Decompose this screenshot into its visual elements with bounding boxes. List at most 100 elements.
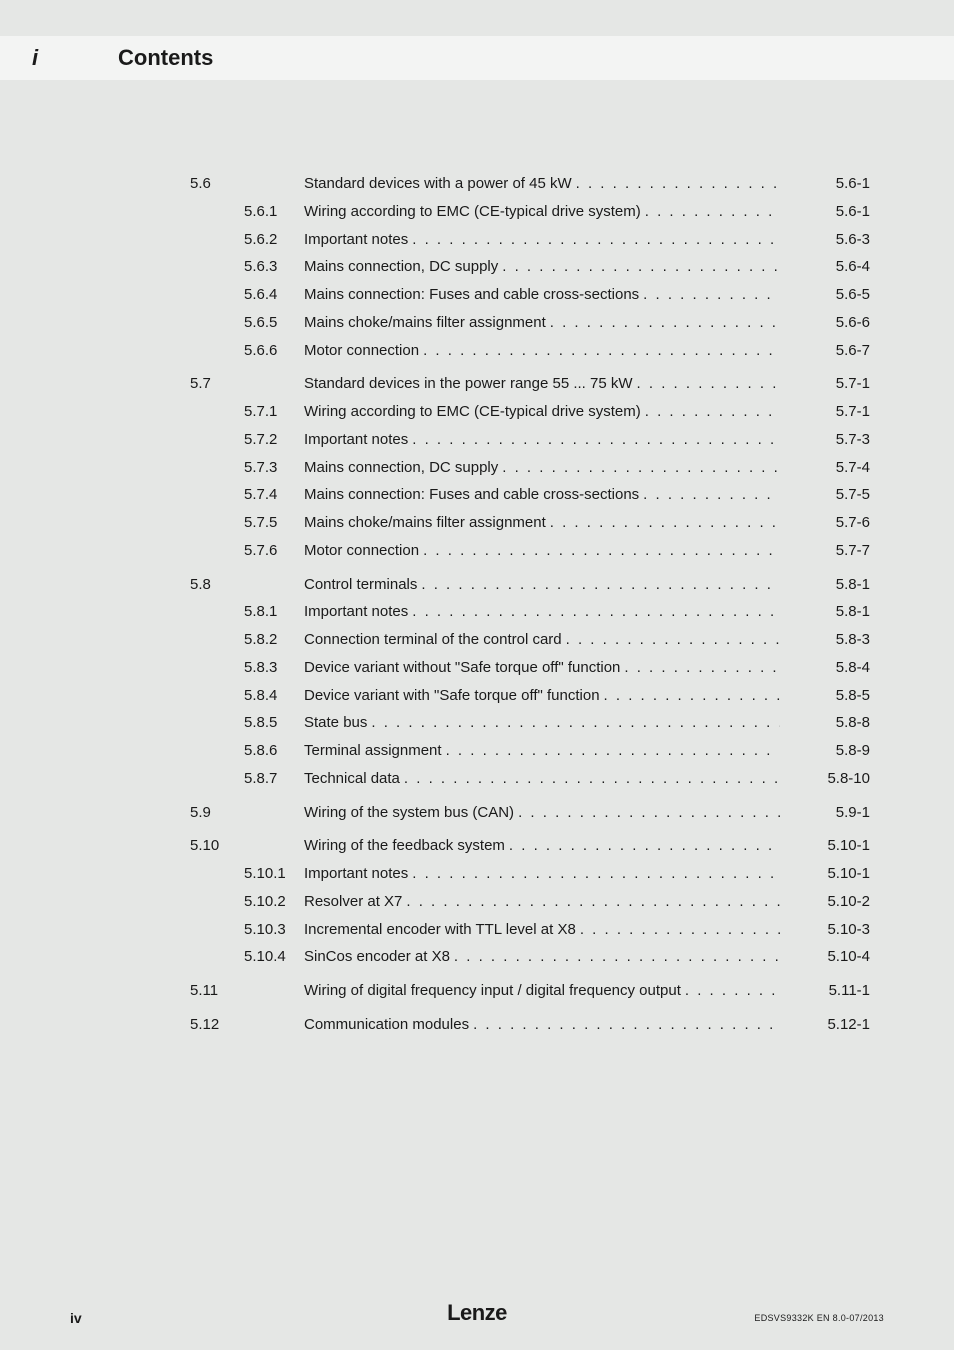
- toc-page-ref: 5.8-9: [780, 737, 870, 765]
- toc-row: 5.7.4Mains connection: Fuses and cable c…: [190, 481, 870, 509]
- toc-entry-title: Mains connection, DC supply: [304, 454, 498, 482]
- toc-page-ref: 5.7-6: [780, 509, 870, 537]
- leader-dots: [408, 226, 780, 254]
- toc-section-number: 5.12: [190, 1011, 244, 1039]
- leader-dots: [546, 509, 780, 537]
- toc-subsection-number: 5.10.1: [244, 860, 304, 888]
- footer-page-number: iv: [70, 1310, 82, 1326]
- toc-entry-title: Mains connection, DC supply: [304, 253, 498, 281]
- toc-section-number: 5.11: [190, 977, 244, 1005]
- toc-entry-title: Wiring according to EMC (CE-typical driv…: [304, 198, 641, 226]
- leader-dots: [469, 1011, 780, 1039]
- toc-row: 5.7 Standard devices in the power range 5…: [190, 370, 870, 398]
- toc-row: 5.8.7Technical data 5.8-10: [190, 765, 870, 793]
- toc-entry-title: Important notes: [304, 226, 408, 254]
- leader-dots: [639, 281, 780, 309]
- toc-row: 5.8.4Device variant with "Safe torque of…: [190, 682, 870, 710]
- leader-dots: [633, 370, 780, 398]
- leader-dots: [402, 888, 780, 916]
- toc-subsection-number: 5.8.7: [244, 765, 304, 793]
- leader-dots: [620, 654, 780, 682]
- leader-dots: [600, 682, 780, 710]
- leader-dots: [562, 626, 780, 654]
- toc-page-ref: 5.8-1: [780, 571, 870, 599]
- toc-entry-title: Mains choke/mains filter assignment: [304, 509, 546, 537]
- toc-page-ref: 5.7-1: [780, 398, 870, 426]
- toc-entry-title: Motor connection: [304, 337, 419, 365]
- leader-dots: [367, 709, 780, 737]
- leader-dots: [514, 799, 780, 827]
- page: i Contents 5.6Standard devices with a po…: [0, 0, 954, 1350]
- leader-dots: [408, 598, 780, 626]
- leader-dots: [408, 426, 780, 454]
- toc-subsection-number: 5.10.2: [244, 888, 304, 916]
- toc-subsection-number: 5.7.6: [244, 537, 304, 565]
- toc-page-ref: 5.8-5: [780, 682, 870, 710]
- footer-brand: Lenze: [447, 1300, 507, 1326]
- toc-entry-title: Wiring of the feedback system: [304, 832, 505, 860]
- toc-row: 5.12Communication modules 5.12-1: [190, 1011, 870, 1039]
- toc-entry-title: Wiring of digital frequency input / digi…: [304, 977, 681, 1005]
- leader-dots: [442, 737, 780, 765]
- leader-dots: [450, 943, 780, 971]
- toc-row: 5.11 Wiring of digital frequency input / …: [190, 977, 870, 1005]
- toc-subsection-number: 5.7.2: [244, 426, 304, 454]
- toc-entry-title: Standard devices in the power range 55 .…: [304, 370, 633, 398]
- toc-section-number: 5.10: [190, 832, 244, 860]
- toc-subsection-number: 5.6.6: [244, 337, 304, 365]
- leader-dots: [419, 337, 780, 365]
- leader-dots: [576, 916, 780, 944]
- toc-page-ref: 5.10-4: [780, 943, 870, 971]
- toc-row: 5.8.3Device variant without "Safe torque…: [190, 654, 870, 682]
- toc-entry-title: Incremental encoder with TTL level at X8: [304, 916, 576, 944]
- toc-subsection-number: 5.8.2: [244, 626, 304, 654]
- leader-dots: [681, 977, 780, 1005]
- toc-subsection-number: 5.10.3: [244, 916, 304, 944]
- toc-entry-title: SinCos encoder at X8: [304, 943, 450, 971]
- toc-row: 5.8.2Connection terminal of the control …: [190, 626, 870, 654]
- toc-page-ref: 5.6-3: [780, 226, 870, 254]
- toc-row: 5.8.1Important notes 5.8-1: [190, 598, 870, 626]
- toc-row: 5.7.3Mains connection, DC supply 5.7-4: [190, 454, 870, 482]
- toc-subsection-number: 5.8.6: [244, 737, 304, 765]
- header-chapter-label: i: [0, 45, 70, 71]
- leader-dots: [505, 832, 780, 860]
- toc-row: 5.6.2Important notes 5.6-3: [190, 226, 870, 254]
- toc-page-ref: 5.8-3: [780, 626, 870, 654]
- leader-dots: [419, 537, 780, 565]
- toc-entry-title: Connection terminal of the control card: [304, 626, 562, 654]
- toc-entry-title: Terminal assignment: [304, 737, 442, 765]
- toc-row: 5.7.2Important notes 5.7-3: [190, 426, 870, 454]
- toc-row: 5.6.4Mains connection: Fuses and cable c…: [190, 281, 870, 309]
- toc-entry-title: Important notes: [304, 426, 408, 454]
- toc-entry-title: Communication modules: [304, 1011, 469, 1039]
- toc-subsection-number: 5.7.1: [244, 398, 304, 426]
- toc-row: 5.10 Wiring of the feedback system 5.10-1: [190, 832, 870, 860]
- header-title: Contents: [118, 45, 213, 71]
- toc-entry-title: State bus: [304, 709, 367, 737]
- toc-subsection-number: 5.7.3: [244, 454, 304, 482]
- toc-page-ref: 5.7-4: [780, 454, 870, 482]
- leader-dots: [498, 253, 780, 281]
- toc-entry-title: Motor connection: [304, 537, 419, 565]
- toc-entry-title: Technical data: [304, 765, 400, 793]
- toc-row: 5.6.5Mains choke/mains filter assignment…: [190, 309, 870, 337]
- leader-dots: [417, 571, 780, 599]
- toc-page-ref: 5.10-1: [780, 832, 870, 860]
- toc-page-ref: 5.8-8: [780, 709, 870, 737]
- toc-subsection-number: 5.10.4: [244, 943, 304, 971]
- leader-dots: [408, 860, 780, 888]
- toc-entry-title: Wiring of the system bus (CAN): [304, 799, 514, 827]
- leader-dots: [400, 765, 780, 793]
- toc-page-ref: 5.8-1: [780, 598, 870, 626]
- toc-entry-title: Standard devices with a power of 45 kW: [304, 170, 572, 198]
- toc-section-number: 5.7: [190, 370, 244, 398]
- toc-subsection-number: 5.8.3: [244, 654, 304, 682]
- toc-row: 5.8.5State bus 5.8-8: [190, 709, 870, 737]
- toc-section-number: 5.9: [190, 799, 244, 827]
- toc-subsection-number: 5.8.4: [244, 682, 304, 710]
- toc-page-ref: 5.6-1: [780, 198, 870, 226]
- toc-page-ref: 5.9-1: [780, 799, 870, 827]
- toc-entry-title: Resolver at X7: [304, 888, 402, 916]
- toc-page-ref: 5.10-2: [780, 888, 870, 916]
